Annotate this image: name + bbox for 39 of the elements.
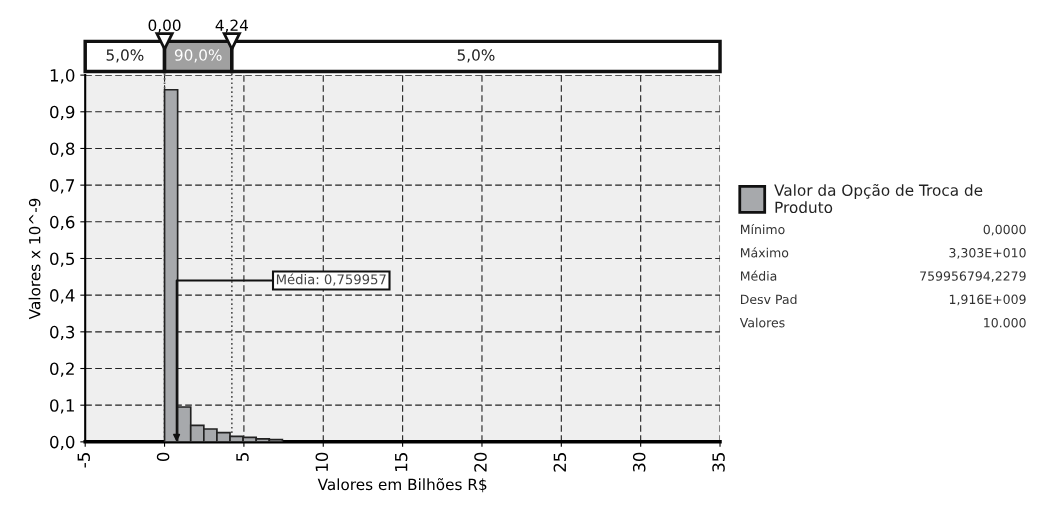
y-tick-label: 0,6 [50,215,75,231]
y-tick-label: 0,7 [50,179,75,194]
text: 5,0% [106,49,144,63]
x-tick-label: 5 [236,453,249,461]
text: 0,0000 [983,224,1026,236]
y-tick-label: 0,2 [50,362,74,377]
y-tick-label: 0,4 [50,289,75,304]
text: Máximo [740,247,789,258]
x-tick-label: 30 [632,452,646,472]
text: Mínimo [740,223,785,235]
x-tick-label: 10 [315,452,329,471]
x-tick-label: 25 [553,453,567,472]
x-axis-title: Valores em Bilhões R$ [317,478,487,493]
y-tick-label: 1,0 [50,69,75,84]
y-tick-label: 0,1 [50,399,74,414]
x-tick-label: -5 [77,453,91,468]
text: 1,916E+009 [949,294,1026,306]
text: Desv Pad [740,294,797,305]
x-tick-label: 15 [395,453,408,471]
x-tick-label: 0 [156,452,170,462]
ref-line-label: 4,24 [215,19,248,33]
annotation: Média: 0,759957 [276,273,386,286]
legend-label: Valor da Opção de Troca de Produto [774,183,983,214]
text: Média [740,270,777,281]
text: 5,0% [457,49,495,63]
text: 3,303E+010 [949,247,1026,259]
text: 759956794,2279 [920,271,1026,283]
y-tick-label: 0,5 [50,252,75,267]
y-tick-label: 0,9 [50,105,75,121]
text: 10.000 [984,317,1026,328]
y-tick-label: 0,3 [50,325,75,341]
x-tick-label: 20 [474,452,487,472]
x-tick-label: 35 [712,453,725,472]
y-tick-label: 0,8 [50,142,75,157]
ref-line-label: 0,00 [148,19,181,33]
text: Valores [739,317,785,328]
y-tick-label: 0,0 [50,435,75,451]
text: 90,0% [174,49,222,63]
y-axis-title: Valores x 10^-9 [28,198,41,320]
